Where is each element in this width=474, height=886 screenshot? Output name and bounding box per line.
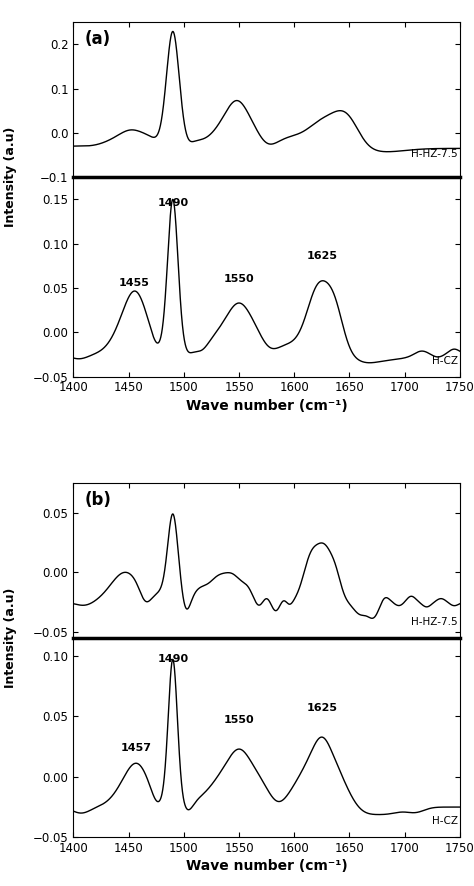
Text: Intensity (a.u): Intensity (a.u) [4, 127, 17, 228]
X-axis label: Wave number (cm⁻¹): Wave number (cm⁻¹) [186, 399, 347, 413]
Text: 1457: 1457 [121, 742, 152, 753]
Text: 1550: 1550 [224, 715, 255, 725]
Text: H-HZ-7.5: H-HZ-7.5 [411, 618, 457, 627]
Text: H-CZ: H-CZ [431, 355, 457, 366]
Text: (a): (a) [85, 30, 111, 48]
Text: 1550: 1550 [224, 274, 255, 284]
Text: 1490: 1490 [157, 198, 188, 208]
X-axis label: Wave number (cm⁻¹): Wave number (cm⁻¹) [186, 859, 347, 874]
Text: (b): (b) [85, 491, 112, 509]
Text: 1625: 1625 [306, 703, 337, 713]
Text: H-HZ-7.5: H-HZ-7.5 [411, 149, 457, 159]
Text: H-CZ: H-CZ [431, 816, 457, 827]
Text: 1625: 1625 [306, 252, 337, 261]
Text: 1455: 1455 [119, 278, 150, 288]
Text: 1490: 1490 [157, 655, 188, 664]
Text: Intensity (a.u): Intensity (a.u) [4, 587, 17, 688]
